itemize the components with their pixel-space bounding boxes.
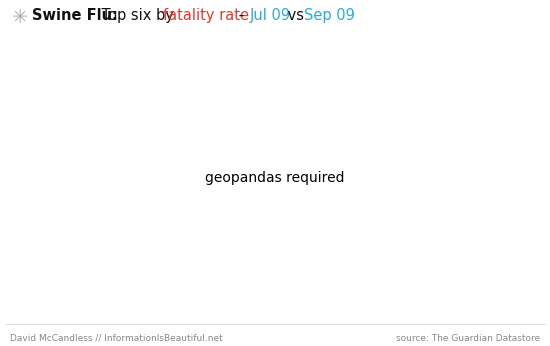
Text: David McCandless // InformationIsBeautiful.net: David McCandless // InformationIsBeautif… [10,334,223,343]
Text: geopandas required: geopandas required [205,171,345,185]
Text: Jul 09: Jul 09 [250,8,291,23]
Text: Top six by: Top six by [97,8,179,23]
Text: source: The Guardian Datastore: source: The Guardian Datastore [396,334,540,343]
Text: Sep 09: Sep 09 [305,8,355,23]
Text: fatality rate: fatality rate [162,8,249,23]
Text: ✳: ✳ [12,8,29,27]
Text: -: - [234,8,248,23]
Text: Swine Flu:: Swine Flu: [32,8,118,23]
Text: vs: vs [283,8,308,23]
